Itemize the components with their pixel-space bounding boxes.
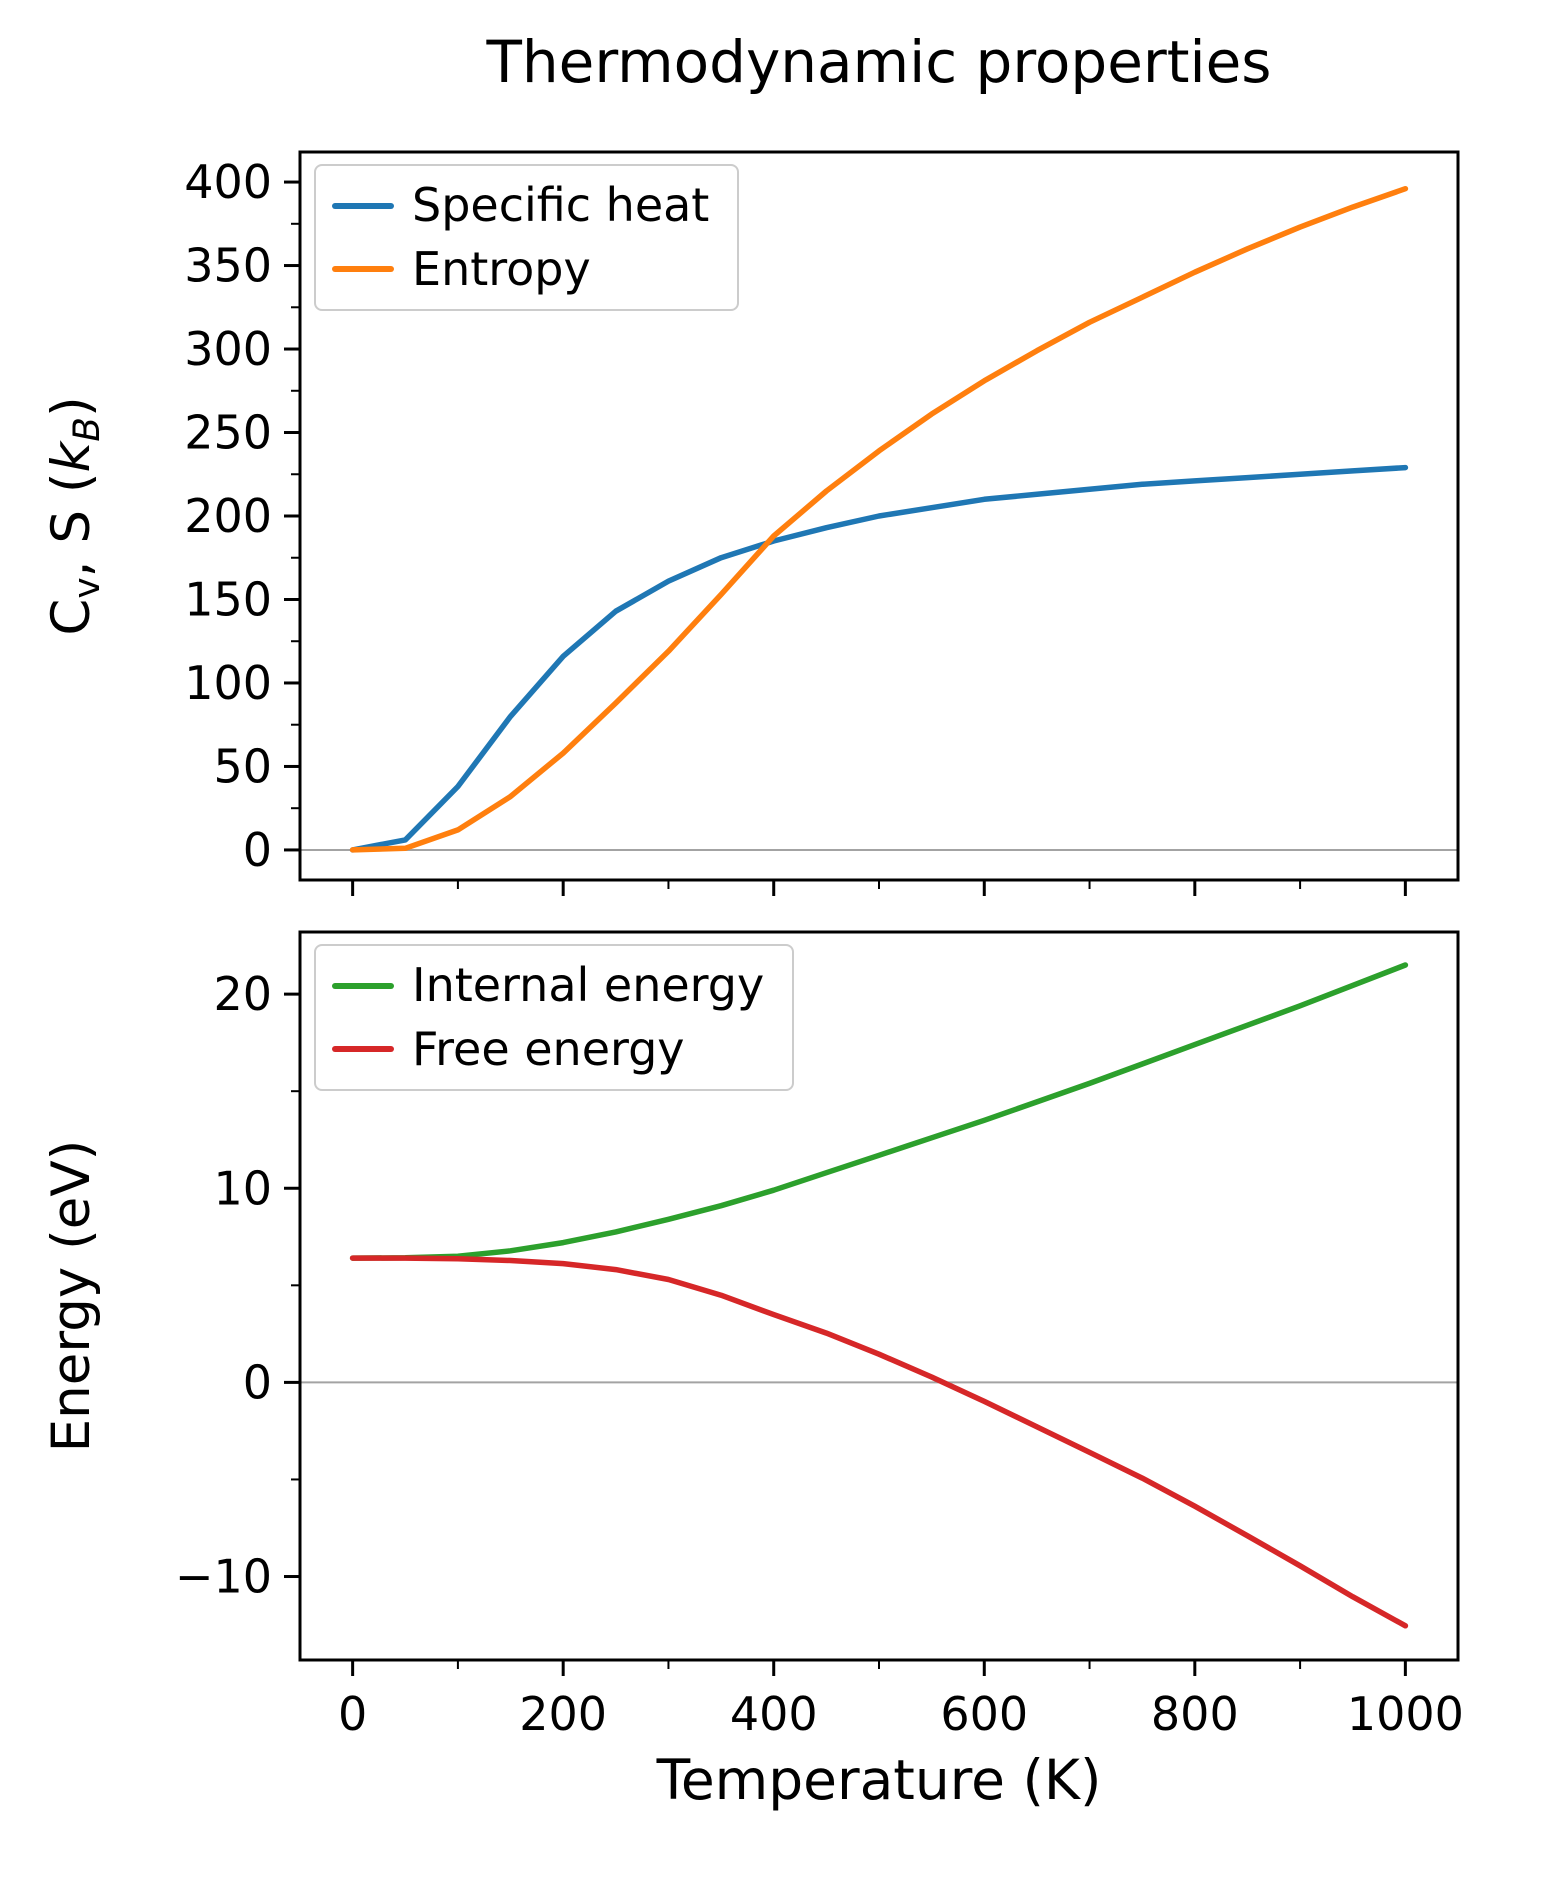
x-tick-label: 200 <box>519 1687 607 1741</box>
legend-label: Specific heat <box>412 178 710 232</box>
axis-label-segment: k <box>41 441 102 473</box>
legend-line-swatch <box>332 202 394 209</box>
legend-label: Free energy <box>412 1021 685 1076</box>
y-tick-label: 0 <box>243 1355 272 1409</box>
y-tick-label: 350 <box>184 239 272 293</box>
free-energy-line <box>349 1255 1409 1629</box>
x-tick-label: 0 <box>338 1687 367 1741</box>
axis-label-segment: B <box>67 417 109 442</box>
legend-plot-bottom: Internal energy Free energy <box>314 944 795 1092</box>
y-tick-label: 300 <box>184 322 272 376</box>
legend-label: Entropy <box>412 241 591 296</box>
specific-heat-line <box>349 464 1409 853</box>
x-tick-label: 600 <box>940 1687 1028 1741</box>
bottom-y-axis-label: Energy (eV) <box>35 936 109 1656</box>
y-tick-label: 50 <box>213 739 272 793</box>
legend-item-entropy: Entropy <box>332 241 709 296</box>
top-y-axis-label: Cv, S (kB) <box>35 156 109 876</box>
axis-label-segment: Energy (eV) <box>41 1139 102 1453</box>
y-tick-label: 10 <box>213 1161 272 1215</box>
axis-label-segment: ) <box>41 396 102 418</box>
legend-item-internal-energy: Internal energy <box>332 958 765 1012</box>
axis-label-segment: v <box>67 577 109 599</box>
y-tick-label: 0 <box>243 823 272 877</box>
x-axis-label: Temperature (K) <box>656 1748 1102 1812</box>
legend-label: Internal energy <box>412 958 765 1012</box>
y-tick-label: 250 <box>184 406 272 460</box>
legend-item-free-energy: Free energy <box>332 1021 764 1076</box>
y-tick-label: 200 <box>184 489 272 543</box>
legend-line-swatch <box>332 982 394 989</box>
y-tick-label: 400 <box>184 155 272 209</box>
y-tick-label: 150 <box>184 572 272 626</box>
figure-title: Thermodynamic properties <box>486 28 1272 96</box>
x-tick-label: 400 <box>730 1687 818 1741</box>
legend-plot-top: Specific heat Entropy <box>314 164 740 312</box>
y-tick-label: 100 <box>184 656 272 710</box>
y-tick-label: 20 <box>213 967 272 1021</box>
x-tick-label: 1000 <box>1347 1687 1464 1741</box>
internal-energy-line <box>349 962 1409 1261</box>
legend-item-specific-heat: Specific heat <box>332 178 710 232</box>
axis-label-segment: C <box>41 598 102 636</box>
y-tick-label: −10 <box>175 1550 272 1604</box>
x-tick-label: 800 <box>1151 1687 1239 1741</box>
axis-label-segment: , S ( <box>41 472 102 578</box>
entropy-line <box>349 185 1409 853</box>
legend-line-swatch <box>332 1046 394 1053</box>
legend-line-swatch <box>332 266 394 273</box>
